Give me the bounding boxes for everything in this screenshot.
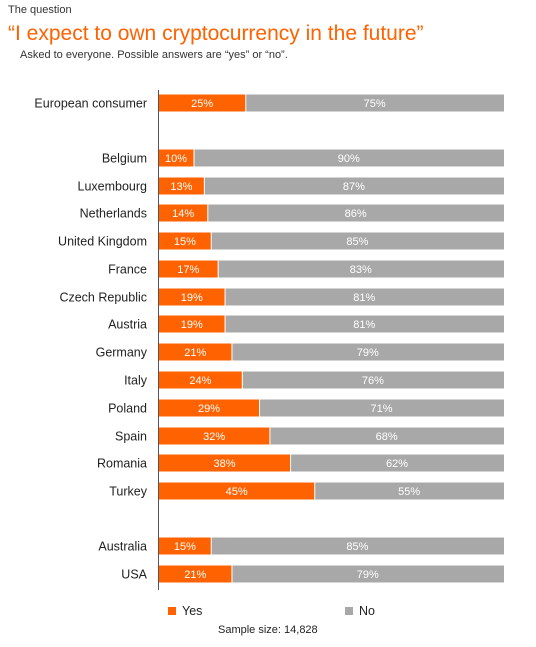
bar-yes-austria: [159, 315, 225, 333]
sample-size-note: Sample size: 14,828: [218, 624, 318, 636]
bar-no-netherlands: [208, 204, 505, 222]
chart-title: “I expect to own cryptocurrency in the f…: [8, 22, 424, 45]
data-label-yes-turkey: 45%: [226, 486, 248, 498]
data-label-no-belgium: 90%: [338, 153, 360, 165]
category-label-luxembourg: Luxembourg: [78, 180, 148, 194]
category-label-european-consumer: European consumer: [34, 97, 147, 111]
bar-no-germany: [232, 343, 504, 361]
category-label-germany: Germany: [96, 346, 148, 360]
data-label-no-australia: 85%: [346, 541, 368, 553]
bar-no-luxembourg: [204, 177, 504, 195]
bar-no-spain: [270, 427, 504, 445]
legend-no: No: [345, 604, 375, 618]
data-label-yes-germany: 21%: [184, 347, 206, 359]
category-label-united-kingdom: United Kingdom: [58, 235, 147, 249]
bar-no-czech-republic: [225, 288, 505, 306]
data-label-no-italy: 76%: [362, 375, 384, 387]
stacked-bar-chart: European consumer 25% 75% Belgium 10% 90% Luxe…: [34, 90, 505, 590]
bar-yes-czech-republic: [159, 288, 225, 306]
bar-no-poland: [260, 399, 504, 417]
category-label-poland: Poland: [108, 402, 147, 416]
bar-yes-belgium: [159, 149, 194, 167]
legend-yes-label: Yes: [182, 604, 203, 618]
bar-yes-luxembourg: [159, 177, 204, 195]
bar-yes-romania: [159, 454, 291, 472]
data-label-no-spain: 68%: [376, 431, 398, 443]
bar-no-belgium: [194, 149, 504, 167]
data-label-no-turkey: 55%: [398, 486, 420, 498]
data-label-yes-romania: 38%: [214, 458, 236, 470]
legend-no-label: No: [359, 604, 375, 618]
bar-yes-italy: [159, 371, 242, 389]
bar-no-australia: [211, 537, 504, 555]
legend-no-swatch: [345, 607, 353, 615]
bar-no-romania: [291, 454, 504, 472]
data-label-no-germany: 79%: [357, 347, 379, 359]
category-label-austria: Austria: [108, 318, 147, 332]
data-label-no-poland: 71%: [371, 403, 393, 415]
bar-no-turkey: [315, 482, 504, 500]
data-label-no-netherlands: 86%: [345, 208, 367, 220]
legend-yes-swatch: [168, 607, 176, 615]
legend-yes: Yes: [168, 604, 202, 618]
category-label-romania: Romania: [97, 457, 147, 471]
bar-yes-poland: [159, 399, 260, 417]
bar-yes-turkey: [159, 482, 315, 500]
data-label-yes-austria: 19%: [181, 319, 203, 331]
data-label-no-united-kingdom: 85%: [346, 236, 368, 248]
category-label-france: France: [108, 263, 147, 277]
category-label-usa: USA: [121, 568, 147, 582]
bar-no-austria: [225, 315, 505, 333]
bar-yes-spain: [159, 427, 270, 445]
category-label-australia: Australia: [98, 540, 147, 554]
bar-yes-netherlands: [159, 204, 208, 222]
data-label-yes-united-kingdom: 15%: [174, 236, 196, 248]
data-label-yes-netherlands: 14%: [172, 208, 194, 220]
data-label-yes-czech-republic: 19%: [181, 292, 203, 304]
bar-no-france: [218, 260, 504, 278]
data-label-yes-spain: 32%: [203, 431, 225, 443]
data-label-no-czech-republic: 81%: [353, 292, 375, 304]
data-label-no-austria: 81%: [353, 319, 375, 331]
bar-no-united-kingdom: [211, 232, 504, 250]
bar-no-italy: [242, 371, 505, 389]
bar-yes-usa: [159, 565, 232, 583]
bar-yes-australia: [159, 537, 211, 555]
data-label-no-luxembourg: 87%: [343, 181, 365, 193]
data-label-yes-italy: 24%: [189, 375, 211, 387]
category-label-belgium: Belgium: [102, 152, 147, 166]
bar-no-usa: [232, 565, 504, 583]
data-label-no-european-consumer: 75%: [364, 98, 386, 110]
data-label-yes-usa: 21%: [184, 569, 206, 581]
category-label-italy: Italy: [124, 374, 148, 388]
category-label-spain: Spain: [115, 430, 147, 444]
chart-subtitle: Asked to everyone. Possible answers are …: [20, 49, 288, 61]
data-label-yes-luxembourg: 13%: [170, 181, 192, 193]
data-label-no-romania: 62%: [386, 458, 408, 470]
data-label-yes-poland: 29%: [198, 403, 220, 415]
data-label-yes-european-consumer: 25%: [191, 98, 213, 110]
bar-yes-france: [159, 260, 218, 278]
category-label-turkey: Turkey: [109, 485, 147, 499]
bar-yes-european-consumer: [159, 94, 246, 112]
category-label-czech-republic: Czech Republic: [59, 291, 147, 305]
category-label-netherlands: Netherlands: [80, 207, 147, 221]
data-label-yes-australia: 15%: [174, 541, 196, 553]
eyebrow-text: The question: [8, 4, 72, 16]
data-label-yes-france: 17%: [177, 264, 199, 276]
bar-yes-germany: [159, 343, 232, 361]
data-label-no-france: 83%: [350, 264, 372, 276]
data-label-yes-belgium: 10%: [165, 153, 187, 165]
bar-no-european-consumer: [246, 94, 504, 112]
data-label-no-usa: 79%: [357, 569, 379, 581]
bar-yes-united-kingdom: [159, 232, 211, 250]
